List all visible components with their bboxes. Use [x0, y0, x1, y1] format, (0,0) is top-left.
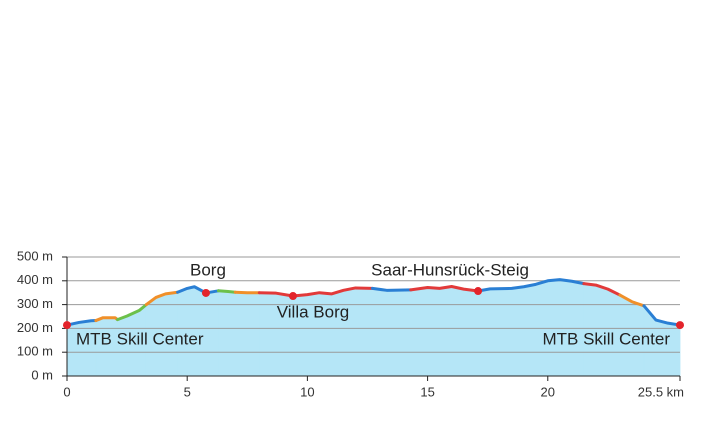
- profile-line: [94, 316, 119, 323]
- y-tick-label: 100 m: [17, 344, 53, 359]
- profile-line: [115, 303, 148, 322]
- y-tick-label: 300 m: [17, 296, 53, 311]
- waypoint: [676, 321, 684, 330]
- waypoint: [63, 321, 71, 330]
- waypoint-label: Villa Borg: [277, 303, 349, 322]
- waypoint-label: Saar-Hunsrück-Steig: [371, 261, 529, 280]
- waypoint-label: MTB Skill Center: [542, 330, 670, 349]
- waypoint-label: Borg: [190, 260, 226, 279]
- profile-line: [257, 286, 374, 298]
- y-tick-label: 500 m: [17, 248, 53, 263]
- profile-line: [144, 290, 180, 307]
- waypoint: [474, 287, 483, 296]
- profile-line: [216, 289, 237, 294]
- profile-line: [176, 285, 220, 295]
- x-tick-label: 15: [420, 384, 434, 399]
- area-fill: [258, 287, 373, 377]
- profile-line: [476, 278, 586, 293]
- area-fill: [218, 290, 236, 377]
- profile-line: [409, 285, 480, 293]
- x-tick-label: 10: [300, 384, 314, 399]
- area-fill: [477, 279, 585, 377]
- y-tick-label: 200 m: [17, 320, 53, 335]
- waypoint-label: MTB Skill Center: [76, 330, 204, 349]
- profile-line: [642, 304, 682, 327]
- profile-line: [618, 293, 646, 308]
- waypoint: [201, 288, 210, 297]
- area-fill: [371, 287, 412, 377]
- y-tick-label: 0 m: [31, 367, 53, 382]
- waypoint: [288, 292, 297, 301]
- y-tick-label: 400 m: [17, 272, 53, 287]
- x-tick-label: 0: [63, 384, 70, 399]
- profile-line: [370, 286, 413, 292]
- x-tick-label: 25.5 km: [638, 384, 684, 399]
- profile-line: [582, 282, 622, 297]
- x-tick-label: 20: [541, 384, 555, 399]
- area-fill: [410, 286, 479, 377]
- profile-line: [65, 319, 98, 327]
- x-tick-label: 5: [184, 384, 191, 399]
